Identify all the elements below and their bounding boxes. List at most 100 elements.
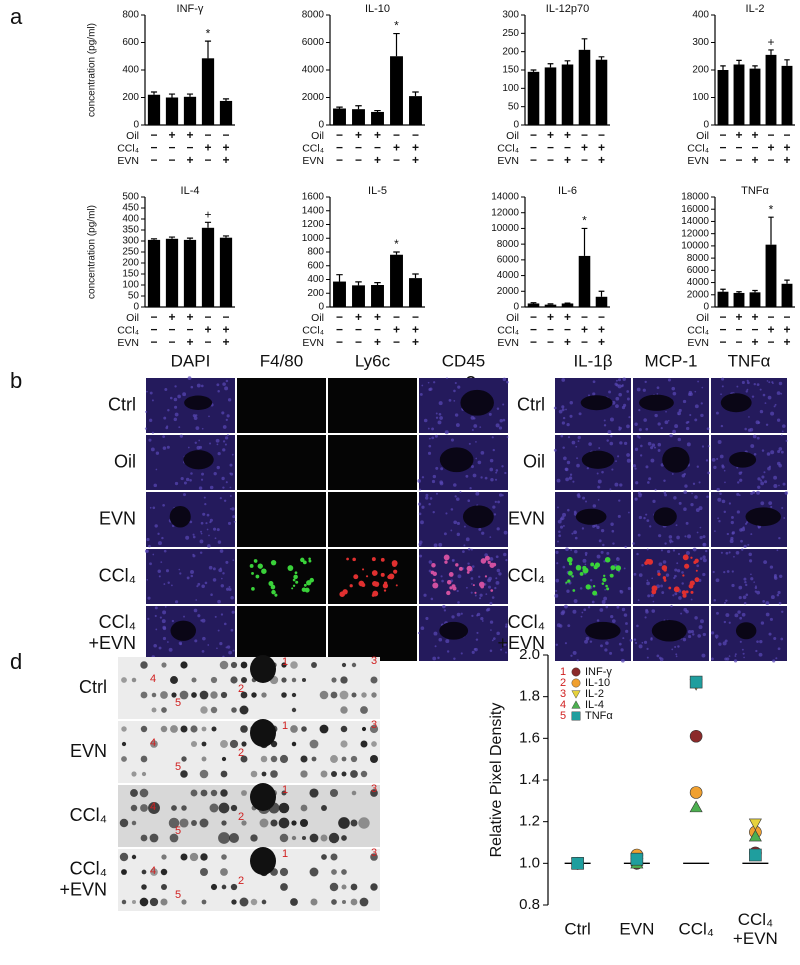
blot-spot <box>211 726 217 732</box>
nucleus <box>694 404 699 409</box>
nucleus <box>565 467 569 472</box>
micrograph <box>328 549 417 604</box>
y-axis-label: concentration (pg/ml) <box>87 205 98 299</box>
nucleus <box>705 459 709 462</box>
nucleus <box>597 499 600 501</box>
stain <box>446 590 451 596</box>
nucleus <box>737 610 741 614</box>
nucleus <box>618 642 622 646</box>
bar <box>561 303 574 307</box>
stain <box>448 571 454 577</box>
blot-spot <box>309 833 319 843</box>
condition-sign: − <box>530 153 537 167</box>
condition-sign: − <box>150 141 157 155</box>
nucleus <box>644 616 647 619</box>
nucleus <box>471 428 474 432</box>
stain <box>668 586 672 590</box>
nucleus <box>439 416 443 420</box>
nucleus <box>638 573 643 577</box>
nucleus <box>451 615 455 619</box>
nucleus <box>228 588 232 591</box>
condition-sign: − <box>336 335 343 349</box>
nucleus <box>159 616 162 619</box>
y-tick-label: 2000 <box>497 286 520 297</box>
condition-sign: + <box>783 153 790 167</box>
blot-spot <box>340 706 348 714</box>
bar <box>578 255 591 307</box>
nucleus <box>754 586 758 590</box>
nucleus <box>652 499 656 504</box>
nucleus <box>689 413 692 417</box>
micrograph-bg <box>555 549 631 604</box>
nucleus <box>706 495 709 499</box>
blot-blob <box>250 847 276 875</box>
nucleus <box>192 533 195 536</box>
vessel <box>575 508 607 525</box>
nucleus <box>457 574 462 579</box>
nucleus <box>217 599 221 604</box>
nucleus <box>741 612 746 617</box>
nucleus <box>197 582 201 586</box>
nucleus <box>626 458 631 463</box>
blot-spot <box>201 741 207 747</box>
nucleus <box>657 422 661 426</box>
nucleus <box>775 657 778 660</box>
nucleus <box>494 478 498 481</box>
nucleus <box>220 613 224 616</box>
blot-spot <box>291 692 297 698</box>
nucleus <box>417 479 421 483</box>
nucleus <box>204 581 208 585</box>
stain <box>492 562 497 567</box>
nucleus <box>641 564 644 567</box>
nucleus <box>473 424 478 428</box>
micrograph <box>419 377 509 435</box>
y-tick-label: 2000 <box>687 289 710 300</box>
nucleus <box>221 476 225 481</box>
blot-blob <box>250 655 276 683</box>
condition-sign: + <box>186 335 193 349</box>
blot-spot <box>311 756 317 762</box>
condition-sign: − <box>564 323 571 337</box>
micrograph <box>632 490 709 547</box>
stain <box>295 580 299 584</box>
nucleus <box>671 473 674 475</box>
nucleus <box>471 565 475 568</box>
spot-number: 1 <box>282 784 288 796</box>
blot-spot <box>148 802 160 814</box>
nucleus <box>696 564 700 568</box>
nucleus <box>663 491 667 495</box>
y-tick-label: 0 <box>318 120 324 131</box>
y-tick-label: 14000 <box>681 216 709 227</box>
blot-spot <box>250 898 258 906</box>
nucleus <box>778 463 782 468</box>
condition-sign: − <box>336 310 343 324</box>
nucleus <box>756 383 760 386</box>
nucleus <box>200 532 203 535</box>
nucleus <box>161 619 166 624</box>
blot-spot <box>230 676 238 684</box>
condition-sign: − <box>735 153 742 167</box>
annotation: * <box>769 202 774 216</box>
error-bar <box>768 216 774 245</box>
nucleus <box>637 533 641 537</box>
chart-title: IL-4 <box>181 185 200 197</box>
nucleus <box>619 441 623 445</box>
legend-marker <box>571 667 581 677</box>
nucleus <box>714 634 719 639</box>
nucleus <box>636 387 641 392</box>
stain <box>694 577 700 583</box>
nucleus <box>739 616 743 620</box>
nucleus <box>770 595 775 600</box>
micrograph <box>144 549 235 604</box>
nucleus <box>435 416 439 419</box>
nucleus <box>200 521 204 525</box>
nucleus <box>178 568 181 571</box>
blot-spot <box>361 692 367 698</box>
y-tick-label: 400 <box>122 65 139 76</box>
nucleus <box>437 656 440 660</box>
nucleus <box>222 486 225 489</box>
nucleus <box>728 551 731 554</box>
nucleus <box>501 494 504 497</box>
condition-sign: + <box>168 310 175 324</box>
stain <box>695 569 698 572</box>
